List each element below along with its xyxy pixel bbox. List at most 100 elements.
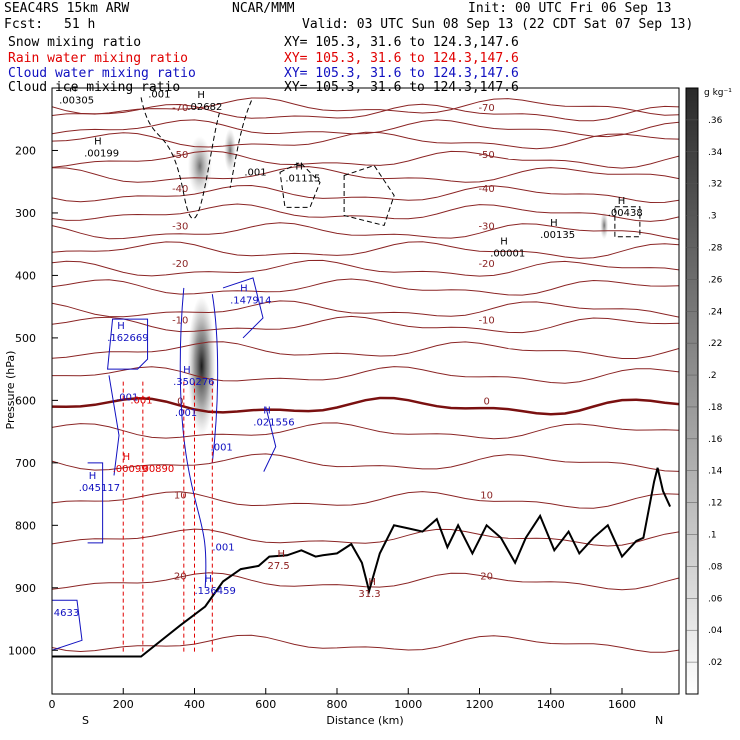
init-time: Init: 00 UTC Fri 06 Sep 13 (468, 1, 672, 16)
colorbar (685, 87, 699, 695)
x-tick-label: 1000 (394, 698, 422, 711)
colorbar-tick-label: .24 (708, 307, 723, 317)
colorbar-tick-label: .2 (708, 371, 717, 381)
extremum-value: .001 (175, 408, 197, 419)
extremum-value: .045117 (79, 483, 120, 494)
contour-label: -30 (172, 222, 188, 233)
cloud-water-contour (179, 287, 207, 588)
y-tick-label: 200 (15, 144, 36, 157)
extremum-value: .00438 (608, 208, 643, 219)
colorbar-tick-label: .26 (708, 275, 723, 285)
extremum-value: .147914 (230, 296, 271, 307)
extremum-value: .01115 (285, 174, 320, 185)
contour-label: 0 (177, 397, 183, 408)
temperature-contour (52, 241, 679, 259)
extremum-label: H.147914 (230, 284, 271, 307)
extremum-label: H.00001 (490, 237, 525, 260)
extremum-label: -69.23 (626, 77, 658, 88)
temperature-contour (52, 131, 679, 150)
x-tick-label: 0 (49, 698, 56, 711)
y-tick-label: 300 (15, 207, 36, 220)
x-axis-label: Distance (km) (326, 714, 403, 727)
contour-label: -70 (478, 103, 494, 114)
extremum-label: H.021556 (253, 405, 294, 428)
contour-label: -40 (172, 184, 188, 195)
field-snow-name: Snow mixing ratio (8, 35, 142, 50)
colorbar-tick-label: .1 (708, 531, 717, 541)
extremum-label: H.01115 (285, 162, 320, 185)
extremum-marker: H (240, 284, 248, 295)
temperature-contour (52, 97, 679, 116)
y-tick-label: 400 (15, 269, 36, 282)
extremum-value: .350276 (173, 377, 214, 388)
extremum-value: .001 (116, 392, 138, 403)
temperature-contour (52, 119, 679, 138)
extremum-marker: H (89, 471, 97, 482)
extremum-value: .001 (130, 395, 152, 406)
contour-label: -10 (478, 315, 494, 326)
extremum-label: H-80.21 (57, 65, 89, 88)
extremum-value: 4633 (54, 608, 79, 619)
x-axis-end-left: S (82, 714, 89, 727)
extremum-value: .00135 (540, 230, 575, 241)
x-tick-label: 200 (113, 698, 134, 711)
cloud-water-contour (211, 294, 219, 463)
extremum-value: 27.5 (268, 561, 290, 572)
contour-label: -70 (172, 103, 188, 114)
extremum-label: .001 (212, 542, 234, 553)
temperature-contour (52, 300, 679, 318)
y-tick-label: 500 (15, 332, 36, 345)
extremum-marker: H (263, 405, 271, 416)
cloud-water-contour (52, 599, 83, 651)
temperature-contour (52, 166, 679, 183)
colorbar-unit: g kg⁻¹ (704, 88, 732, 98)
extremum-value: .136459 (195, 586, 236, 597)
x-tick-label: 1400 (537, 698, 565, 711)
cloud-water-contour (108, 375, 120, 476)
temperature-contour (52, 366, 679, 384)
extremum-marker: H (278, 549, 286, 560)
forecast-label: Fcst: (4, 17, 44, 32)
extremum-value: -80.21 (57, 77, 89, 88)
cloud-water-contour (263, 406, 277, 472)
extremum-value: .001 (244, 167, 266, 178)
cloud-water-contour (222, 277, 264, 339)
contour-label: -20 (478, 259, 494, 270)
extremum-marker: H (550, 218, 558, 229)
temperature-contour--50 (52, 150, 679, 169)
field-rain-xy: XY= 105.3, 31.6 to 124.3,147.6 (284, 51, 519, 66)
x-tick-label: 1600 (608, 698, 636, 711)
temperature-contour (52, 203, 679, 222)
extremum-marker: H (618, 196, 626, 207)
contour-label: -50 (478, 150, 494, 161)
extremum-label: H.00305 (59, 88, 94, 107)
extremum-marker: H (117, 321, 125, 332)
extremum-marker: H (205, 574, 213, 585)
colorbar-tick-label: .16 (708, 435, 723, 445)
extremum-value: .162669 (107, 333, 148, 344)
contour-label: 0 (483, 397, 489, 408)
colorbar-tick-label: .12 (708, 499, 722, 509)
contour-label: -40 (478, 184, 494, 195)
y-tick-label: 1000 (8, 644, 36, 657)
colorbar-tick-label: .18 (708, 403, 723, 413)
temperature-contour--10 (52, 315, 679, 334)
contour-label: -50 (172, 150, 188, 161)
extremum-label: .00890 (139, 464, 174, 475)
x-tick-label: 400 (184, 698, 205, 711)
field-rain-name: Rain water mixing ratio (8, 51, 189, 66)
plot-frame (51, 87, 680, 695)
valid-time: Valid: 03 UTC Sun 08 Sep 13 (22 CDT Sat … (302, 17, 694, 32)
shading-right (600, 211, 609, 240)
extremum-label: H.02682 (187, 90, 222, 113)
extremum-label: H31.3 (358, 577, 380, 600)
extremum-value: -69.23 (626, 77, 658, 88)
field-cloudwater-name: Cloud water mixing ratio (8, 66, 196, 81)
colorbar-tick-label: .08 (708, 562, 723, 572)
extremum-value: .00199 (84, 149, 119, 160)
extremum-value: .021556 (253, 417, 294, 428)
extremum-label: .001 (130, 395, 152, 406)
colorbar-tick-label: .04 (708, 626, 723, 636)
ice-snow-contour (140, 97, 220, 219)
